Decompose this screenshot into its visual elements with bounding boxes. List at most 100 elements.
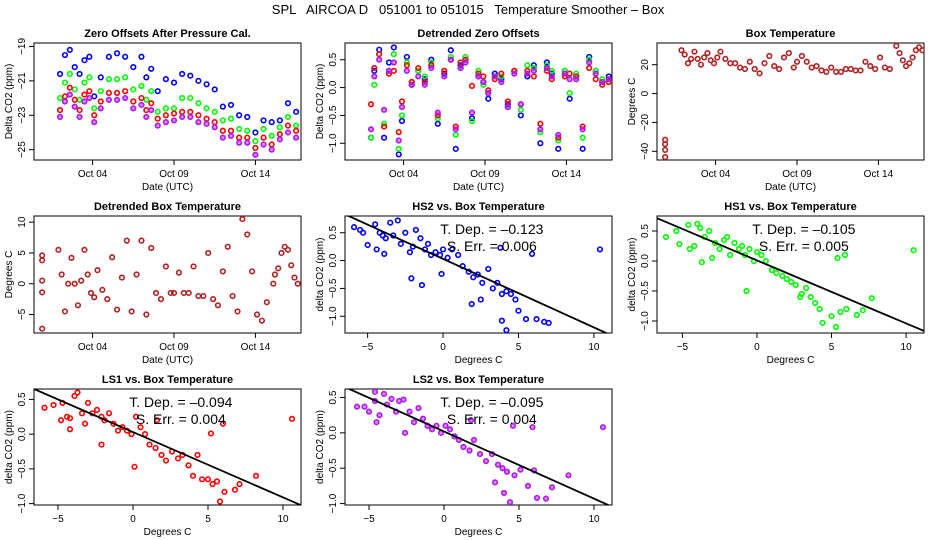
data-point-hs1 <box>837 308 844 316</box>
data-point-box <box>722 55 729 62</box>
data-point-hs1 <box>676 241 683 248</box>
data-point-hs2 <box>403 53 410 61</box>
data-point-box <box>896 50 903 57</box>
y-axis-label: Degrees C <box>627 78 638 126</box>
data-point-ls1 <box>130 98 137 105</box>
data-point-box <box>61 308 69 315</box>
x-axis-label: Degrees C <box>455 527 503 538</box>
data-point-ls2 <box>415 404 422 412</box>
data-point-hs2 <box>428 56 435 63</box>
data-point-hs1 <box>244 127 251 134</box>
data-point-box <box>65 280 72 287</box>
data-point-ls1 <box>162 112 169 119</box>
panel-detrended-box-temperature: Detrended Box Temperature Oct 04 Oct 09 Oct… <box>4 201 302 366</box>
data-point-hs2 <box>113 50 121 57</box>
data-point-box <box>294 280 301 287</box>
data-point-ls1 <box>260 134 267 141</box>
data-point-ls2 <box>380 390 388 398</box>
data-point-hs2 <box>148 65 155 72</box>
data-point-box <box>704 50 711 57</box>
y-tick-label: 0 <box>640 90 651 96</box>
data-point-ls1 <box>530 73 537 80</box>
data-point-ls1 <box>91 112 98 119</box>
regression-line <box>346 216 609 333</box>
data-point-ls2 <box>491 479 499 486</box>
data-point-hs1 <box>753 248 761 256</box>
data-point-box <box>751 65 758 73</box>
data-point-ls1 <box>194 451 201 459</box>
data-point-hs2 <box>382 235 389 242</box>
data-point-hs2 <box>528 250 536 257</box>
data-point-hs1 <box>203 105 210 112</box>
data-point-box <box>71 280 78 287</box>
data-point-hs1 <box>66 70 73 78</box>
data-point-box <box>790 64 797 71</box>
data-point-hs1 <box>371 81 378 88</box>
data-point-ls1 <box>122 88 129 95</box>
x-tick-label: Oct 04 <box>78 169 108 180</box>
data-point-box <box>175 269 182 276</box>
y-axis-label: delta CO2 (ppm) <box>627 238 638 312</box>
data-point-ls2 <box>415 73 422 80</box>
data-point-ls2 <box>276 136 283 143</box>
data-point-hs2 <box>507 290 515 298</box>
data-point-hs1 <box>81 79 88 86</box>
data-point-box <box>249 268 256 275</box>
data-point-hs2 <box>372 221 379 228</box>
data-point-box <box>123 237 130 244</box>
data-point-ls1 <box>219 420 227 427</box>
y-axis-label: delta CO2 (ppm) <box>315 238 326 312</box>
data-point-hs1 <box>910 247 917 254</box>
data-point-ls2 <box>61 98 69 105</box>
data-point-box <box>818 67 825 74</box>
data-point-ls2 <box>113 96 121 103</box>
data-point-ls1 <box>152 444 159 452</box>
data-point-box <box>55 246 62 253</box>
data-point-box <box>697 61 705 68</box>
data-point-box <box>209 296 217 303</box>
data-point-box <box>919 47 924 54</box>
data-point-hs2 <box>566 95 573 102</box>
data-point-hs2 <box>555 145 562 152</box>
data-point-ls2 <box>476 450 484 458</box>
data-point-ls2 <box>400 396 407 403</box>
data-point-ls2 <box>511 472 518 479</box>
data-point-hs2 <box>395 151 402 158</box>
data-point-hs2 <box>497 244 504 251</box>
data-point-box <box>662 146 669 153</box>
x-tick-label: 5 <box>516 342 522 353</box>
data-point-hs1 <box>697 224 704 232</box>
data-point-hs1 <box>421 73 428 80</box>
data-point-hs1 <box>853 311 860 319</box>
data-point-ls2 <box>353 403 361 410</box>
panel-zero-offsets: Zero Offsets After Pressure Cal. Oct 04 Oc… <box>4 28 302 193</box>
data-point-hs2 <box>105 53 112 60</box>
y-tick-label: 0.0 <box>328 253 339 267</box>
slope-annotation: T. Dep. = –0.095 <box>440 394 543 410</box>
data-point-hs1 <box>698 259 705 266</box>
data-point-ls1 <box>380 123 388 130</box>
data-point-box <box>78 277 85 284</box>
data-point-ls2 <box>76 113 83 121</box>
y-tick-label: 0.0 <box>328 80 339 94</box>
data-point-box <box>271 271 279 278</box>
data-point-ls2 <box>395 137 402 144</box>
data-point-hs1 <box>816 305 823 313</box>
data-point-box <box>109 254 116 261</box>
data-point-hs2 <box>417 235 424 242</box>
plot-frame <box>656 215 925 334</box>
data-point-ls1 <box>84 399 92 406</box>
data-point-ls1 <box>170 110 178 117</box>
data-point-ls2 <box>599 78 606 86</box>
data-point-ls2 <box>187 113 194 121</box>
y-tick-label: −40 <box>640 142 651 159</box>
data-point-hs2 <box>545 319 552 327</box>
y-axis-label: Delta CO2 (ppm) <box>315 64 326 140</box>
data-point-ls1 <box>537 120 544 127</box>
data-point-ls1 <box>284 122 292 129</box>
data-point-box <box>68 254 75 261</box>
y-tick-label: 5 <box>17 250 28 256</box>
data-point-ls2 <box>491 73 498 80</box>
data-point-hs1 <box>726 251 734 259</box>
data-point-hs1 <box>475 67 482 74</box>
